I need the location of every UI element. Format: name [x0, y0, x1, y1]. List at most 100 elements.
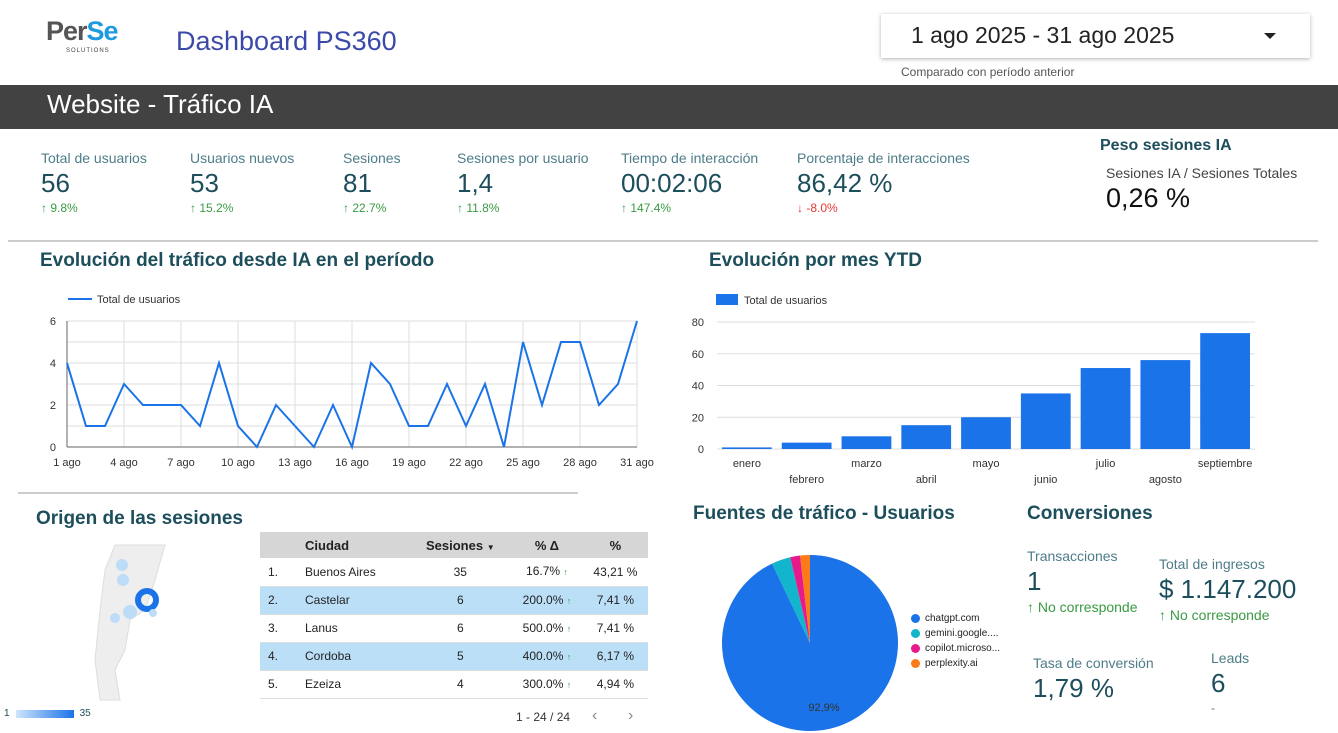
origen-title: Origen de las sesiones [36, 508, 243, 530]
date-range-value: 1 ago 2025 - 31 ago 2025 [911, 22, 1174, 48]
legend-item[interactable]: perplexity.ai [911, 656, 1000, 671]
argentina-map[interactable] [70, 540, 200, 705]
section-title: Website - Tráfico IA [0, 85, 1338, 129]
kpi-delta: ↓ -8.0% [797, 201, 970, 215]
gradient-bar [16, 710, 74, 718]
col-pct[interactable]: % [583, 532, 648, 558]
legend-max: 35 [80, 708, 91, 719]
col-delta[interactable]: % Δ [511, 532, 583, 558]
kpi-ingresos: Total de ingresos$ 1.147.200↑ No corresp… [1159, 556, 1296, 623]
kpi-delta: ↑ 22.7% [343, 201, 401, 215]
y-tick-label: 40 [692, 381, 704, 393]
legend-item[interactable]: copilot.microso... [911, 641, 1000, 656]
kpi-value: 86,42 % [797, 168, 970, 199]
map-legend: 1 35 [4, 708, 91, 719]
kpi-label: Porcentaje de interacciones [797, 150, 970, 166]
kpi-label: Sesiones [343, 150, 401, 166]
arrow-up-icon: ↑ [343, 201, 349, 215]
kpi-value: 56 [41, 168, 147, 199]
kpi-delta: ↑ 9.8% [41, 201, 147, 215]
x-tick-label: mayo [973, 458, 1000, 470]
y-tick-label: 6 [50, 316, 56, 328]
kpi-card: Usuarios nuevos 53 ↑ 15.2% [190, 150, 294, 215]
x-tick-label: marzo [851, 458, 882, 470]
peso-sesiones: Peso sesiones IA Sesiones IA / Sesiones … [1100, 137, 1297, 214]
kpi-value: 53 [190, 168, 294, 199]
arrow-up-icon: ↑ [563, 567, 568, 577]
conversiones-title: Conversiones [1027, 503, 1153, 525]
y-tick-label: 2 [50, 400, 56, 412]
arrow-up-icon: ↑ [621, 201, 627, 215]
x-tick-label: 25 ago [506, 457, 540, 469]
bar [901, 425, 951, 449]
kpi-card: Porcentaje de interacciones 86,42 % ↓ -8.0… [797, 150, 970, 215]
legend-swatch [716, 294, 738, 305]
y-tick-label: 4 [50, 358, 56, 370]
divider [18, 492, 578, 494]
legend-dot [911, 614, 920, 623]
x-tick-label: 1 ago [53, 457, 81, 469]
arrow-down-icon: ↓ [797, 201, 803, 215]
logo-subtitle: SOLUTIONS [66, 48, 110, 55]
col-sesiones[interactable]: Sesiones ▼ [410, 532, 512, 558]
dashboard-title: Dashboard PS360 [176, 26, 397, 57]
bar [1200, 333, 1250, 449]
legend-dot [911, 629, 920, 638]
x-tick-label: 10 ago [221, 457, 255, 469]
y-tick-label: 80 [692, 317, 704, 329]
date-range-picker[interactable]: 1 ago 2025 - 31 ago 2025 [881, 14, 1310, 58]
x-tick-label: 19 ago [392, 457, 426, 469]
x-tick-label: 31 ago [620, 457, 654, 469]
prev-page-button[interactable]: ‹ [592, 707, 597, 725]
bar [782, 443, 832, 449]
x-tick-label: septiembre [1198, 458, 1252, 470]
arrow-up-icon: ↑ [190, 201, 196, 215]
arrow-up-icon: ↑ [567, 624, 572, 634]
x-tick-label: julio [1095, 458, 1116, 470]
bar-chart: Total de usuarios020406080enerofebreroma… [680, 285, 1280, 490]
kpi-label: Usuarios nuevos [190, 150, 294, 166]
x-tick-label: 16 ago [335, 457, 369, 469]
pagination-label: 1 - 24 / 24 [516, 710, 570, 724]
bar [1021, 393, 1071, 449]
x-tick-label: agosto [1149, 474, 1182, 486]
x-tick-label: 4 ago [110, 457, 138, 469]
x-tick-label: 13 ago [278, 457, 312, 469]
line-chart-title: Evolución del tráfico desde IA en el per… [40, 250, 434, 272]
pie-data-label: 92,9% [808, 702, 839, 714]
kpi-label: Sesiones por usuario [457, 150, 589, 166]
legend-dot [911, 644, 920, 653]
bar [961, 417, 1011, 449]
x-tick-label: abril [916, 474, 937, 486]
peso-value: 0,26 % [1106, 183, 1297, 214]
peso-label: Sesiones IA / Sesiones Totales [1106, 165, 1297, 181]
col-ciudad[interactable]: Ciudad [305, 532, 410, 558]
arrow-up-icon: ↑ [567, 652, 572, 662]
y-tick-label: 60 [692, 349, 704, 361]
arrow-up-icon: ↑ [41, 201, 47, 215]
bar [722, 447, 772, 449]
sort-desc-icon: ▼ [487, 543, 495, 552]
divider [8, 240, 1318, 242]
next-page-button[interactable]: › [628, 707, 633, 725]
pie-title: Fuentes de tráfico - Usuarios [693, 503, 955, 525]
bar [1081, 368, 1131, 449]
legend-item[interactable]: gemini.google.... [911, 626, 1000, 641]
legend-dot [911, 659, 920, 668]
legend-label: copilot.microso... [925, 643, 1000, 654]
legend-min: 1 [4, 708, 10, 719]
compare-label: Comparado con período anterior [901, 65, 1074, 79]
legend-item[interactable]: chatgpt.com [911, 611, 1000, 626]
kpi-delta: ↑ 15.2% [190, 201, 294, 215]
x-tick-label: febrero [789, 474, 824, 486]
